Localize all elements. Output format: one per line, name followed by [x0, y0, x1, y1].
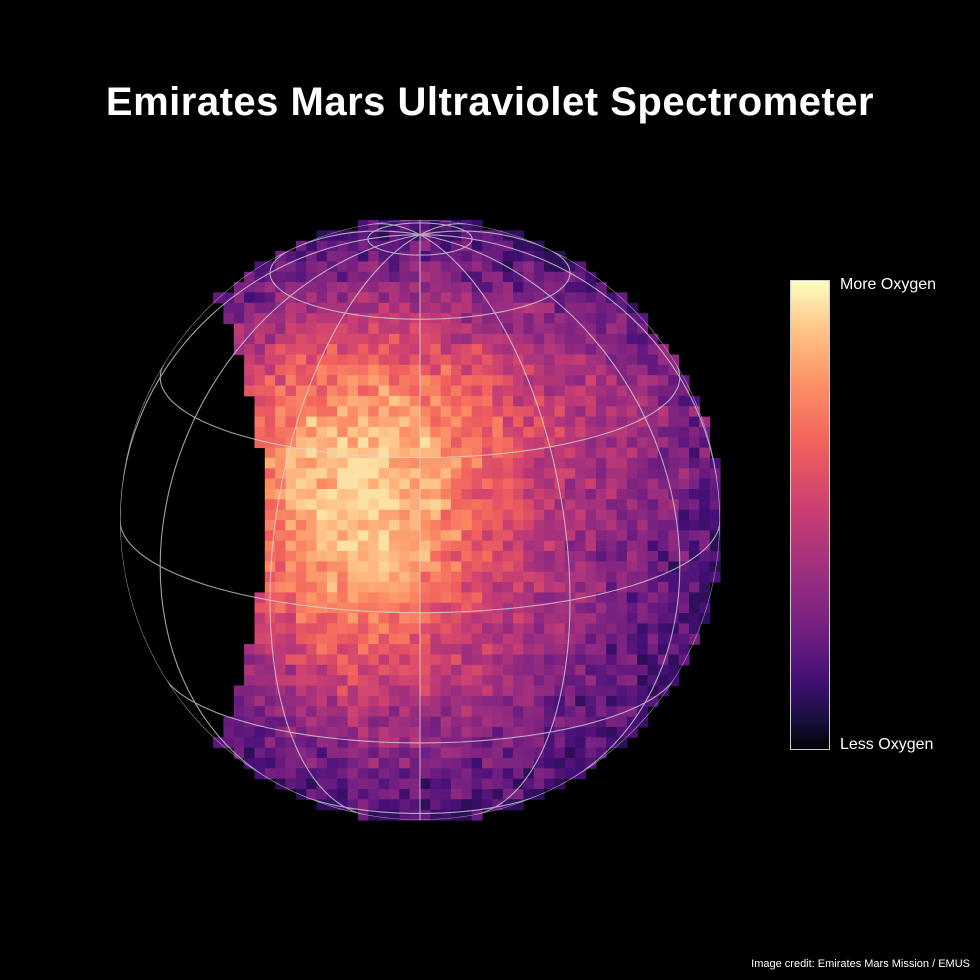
colorbar: More Oxygen Less Oxygen: [790, 280, 940, 750]
colorbar-label-bottom: Less Oxygen: [840, 736, 933, 754]
colorbar-gradient: [790, 280, 830, 750]
colorbar-label-top: More Oxygen: [840, 276, 936, 294]
image-credit: Image credit: Emirates Mars Mission / EM…: [751, 958, 970, 970]
globe-heatmap: [110, 210, 730, 830]
page-title: Emirates Mars Ultraviolet Spectrometer: [0, 80, 980, 125]
